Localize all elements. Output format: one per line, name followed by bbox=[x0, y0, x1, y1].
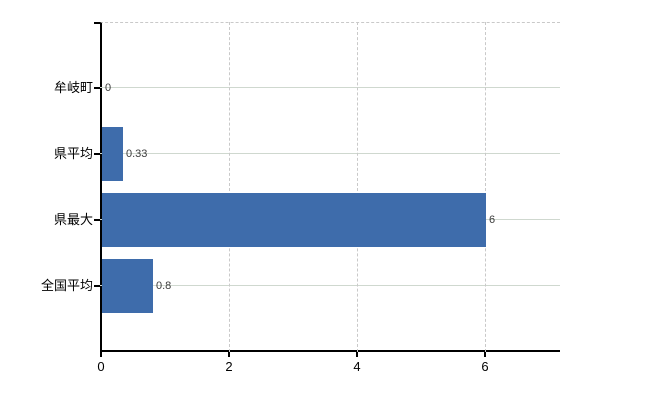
category-label: 県最大 bbox=[53, 212, 93, 227]
value-label: 6 bbox=[489, 214, 496, 226]
value-label: 0.8 bbox=[156, 280, 172, 292]
category-label: 県平均 bbox=[53, 146, 93, 161]
bar bbox=[102, 127, 123, 181]
x-axis-tick bbox=[484, 352, 486, 357]
value-label: 0.33 bbox=[126, 148, 148, 160]
x-tick-label: 6 bbox=[481, 359, 489, 374]
x-tick-label: 4 bbox=[353, 359, 361, 374]
x-axis-tick bbox=[356, 352, 358, 357]
v-gridline bbox=[357, 22, 358, 352]
y-axis-tick bbox=[94, 285, 100, 287]
y-axis-tick bbox=[94, 153, 100, 155]
value-label: 0 bbox=[105, 82, 112, 94]
y-axis-tick bbox=[94, 22, 100, 24]
bar bbox=[102, 259, 153, 313]
x-tick-label: 2 bbox=[225, 359, 233, 374]
h-gridline bbox=[100, 153, 560, 154]
v-gridline bbox=[229, 22, 230, 352]
x-axis-tick bbox=[228, 352, 230, 357]
plot-area bbox=[100, 22, 560, 352]
category-label: 牟岐町 bbox=[53, 80, 93, 95]
category-label: 全国平均 bbox=[40, 278, 93, 293]
y-axis-tick bbox=[94, 219, 100, 221]
y-axis-tick bbox=[94, 87, 100, 89]
x-axis-tick bbox=[100, 352, 102, 357]
bar bbox=[102, 193, 486, 247]
h-gridline bbox=[100, 285, 560, 286]
h-gridline bbox=[100, 87, 560, 88]
x-tick-label: 0 bbox=[97, 359, 105, 374]
v-gridline bbox=[485, 22, 486, 352]
